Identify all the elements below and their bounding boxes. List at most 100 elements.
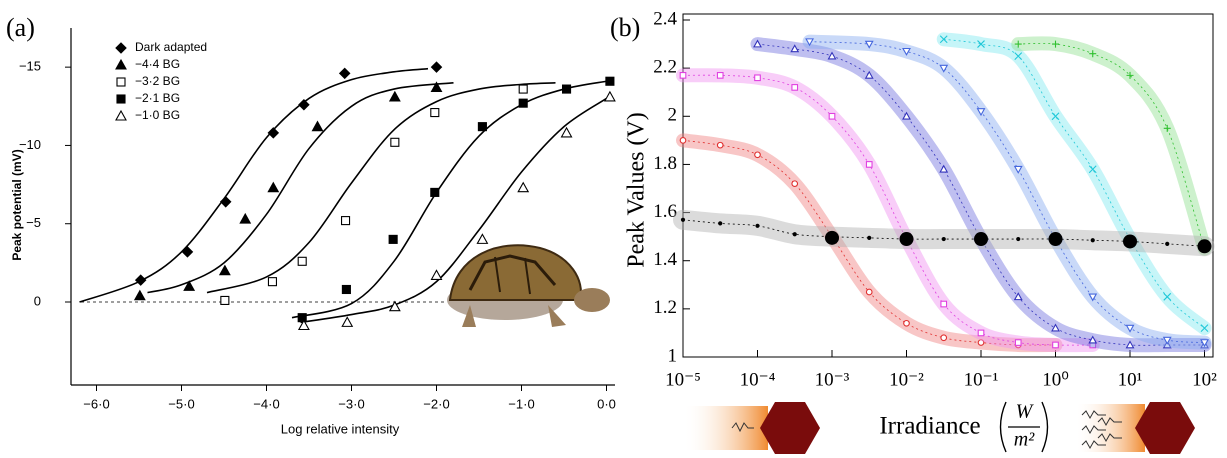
marker — [865, 161, 873, 168]
panel-label: (b) — [610, 13, 640, 42]
x-tick-label: 10⁰ — [1042, 369, 1069, 390]
marker — [1014, 52, 1023, 60]
marker — [1090, 238, 1095, 243]
marker — [1162, 336, 1172, 345]
x-tick-label: 10⁻⁴ — [740, 369, 776, 390]
marker — [311, 120, 324, 132]
marker — [754, 151, 761, 159]
marker — [1088, 293, 1098, 302]
x-unit-denominator: m² — [1014, 429, 1035, 451]
marker — [718, 221, 723, 226]
y-tick-label: 1.2 — [653, 297, 677, 318]
marker — [1016, 236, 1021, 242]
x-tick-label: 10¹ — [1118, 369, 1143, 390]
marker — [1125, 340, 1135, 349]
marker — [1014, 339, 1022, 346]
y-tick-label: 1.4 — [653, 249, 677, 270]
legend-label: −1·0 BG — [135, 108, 180, 122]
marker — [1163, 292, 1172, 301]
x-tick-label: −4·0 — [253, 396, 279, 411]
marker — [1052, 341, 1059, 349]
marker — [430, 81, 443, 93]
marker — [605, 76, 615, 86]
marker — [1197, 239, 1212, 254]
y-tick-label: 1 — [668, 345, 678, 366]
y-tick-label: −10 — [19, 137, 41, 152]
series-line — [1018, 42, 1205, 249]
marker — [1051, 323, 1060, 332]
marker — [1052, 40, 1060, 48]
marker — [864, 70, 874, 79]
marker — [827, 51, 837, 60]
marker — [297, 256, 307, 266]
marker — [430, 269, 443, 280]
marker — [1125, 324, 1135, 333]
marker — [297, 319, 310, 331]
marker — [477, 122, 487, 132]
light-icon — [1075, 402, 1195, 454]
x-tick-label: −3·0 — [338, 396, 364, 411]
marker — [430, 61, 443, 73]
marker — [341, 284, 351, 295]
marker — [902, 47, 911, 56]
marker — [679, 72, 687, 79]
marker — [805, 38, 815, 47]
plot-frame — [682, 13, 1214, 358]
x-axis-label: Irradiance — [879, 413, 980, 440]
marker — [115, 42, 127, 54]
y-tick-label: 1.8 — [653, 153, 677, 174]
marker — [340, 216, 351, 226]
x-tick-label: 10⁻³ — [815, 369, 850, 390]
y-tick-label: 2.2 — [653, 57, 677, 78]
marker — [977, 40, 985, 48]
marker — [1013, 292, 1023, 301]
panel-label: (a) — [6, 13, 35, 42]
marker — [755, 223, 760, 228]
marker — [791, 180, 799, 188]
marker — [183, 280, 196, 291]
marker — [1126, 71, 1134, 79]
fit-curve — [79, 67, 429, 303]
marker — [977, 339, 985, 346]
marker — [902, 111, 911, 120]
fit-curve — [206, 82, 556, 294]
marker — [792, 232, 797, 237]
marker — [1200, 339, 1209, 348]
marker — [976, 108, 986, 117]
x-tick-label: 10⁻⁵ — [665, 369, 701, 390]
marker — [518, 98, 528, 108]
marker — [1165, 241, 1170, 246]
fit-curve — [291, 80, 607, 319]
y-tick-label: 2.4 — [653, 8, 677, 29]
marker — [941, 236, 946, 242]
marker — [388, 300, 401, 312]
fit-curve — [147, 82, 454, 294]
marker — [476, 233, 489, 244]
y-tick-label: 1.6 — [653, 201, 677, 222]
marker — [116, 94, 126, 104]
marker — [1088, 165, 1097, 174]
x-tick-label: −2·0 — [423, 396, 449, 411]
series-line — [809, 41, 1205, 343]
marker — [791, 84, 799, 91]
x-tick-label: 0·0 — [597, 396, 616, 411]
marker — [867, 235, 872, 240]
marker — [560, 126, 573, 138]
marker — [181, 246, 194, 258]
marker — [116, 77, 126, 87]
series-line — [682, 219, 1205, 247]
legend-label: −4·4 BG — [135, 57, 180, 71]
x-unit-numerator: W — [1016, 401, 1035, 423]
y-axis-label: Peak Values (V) — [624, 112, 650, 268]
marker — [1123, 234, 1138, 249]
marker — [974, 232, 989, 247]
marker — [940, 300, 948, 308]
marker — [939, 64, 949, 73]
turtle-photo — [447, 244, 610, 327]
marker — [338, 67, 351, 80]
x-tick-label: −5·0 — [168, 396, 194, 411]
fit-curve — [300, 97, 607, 324]
marker — [388, 234, 398, 244]
marker — [518, 84, 528, 94]
y-tick-label: 2 — [668, 105, 678, 126]
